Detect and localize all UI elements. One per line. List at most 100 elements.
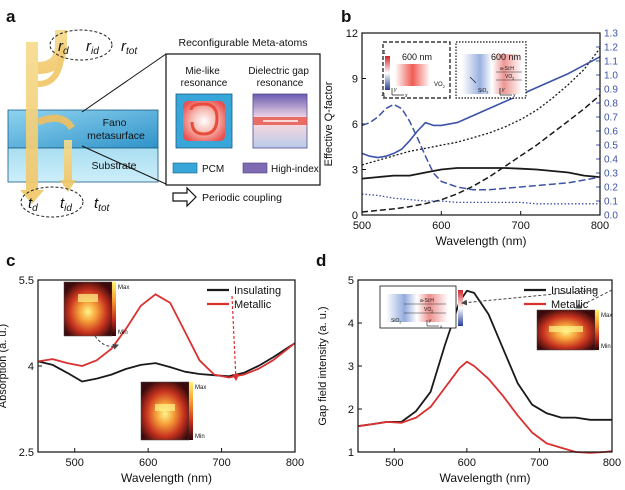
series-line-metallic bbox=[37, 293, 296, 379]
inset-b2-axis-y: y bbox=[501, 87, 505, 93]
series-line-metallic bbox=[357, 360, 613, 454]
inset-d-structure: a-Si:H VO2 SiO2 y x bbox=[379, 285, 463, 329]
y-tick-label: 9 bbox=[352, 74, 358, 86]
y2-tick-label: 0.0 bbox=[604, 211, 618, 222]
t-d-label: td bbox=[28, 195, 38, 214]
t-id-label: tid bbox=[60, 195, 72, 214]
series-line-right-5 bbox=[361, 193, 600, 205]
panel-letter-c: c bbox=[6, 251, 15, 270]
y-axis-label: Absorption (a. u.) bbox=[0, 324, 9, 408]
inset-b1-cbar-min: -1 bbox=[381, 93, 386, 99]
chart-b-axes: 500 600 700 800 0 3 6 9 12 0.0 0.1 0.2 0.3 0.4 0.5 0.6 0… bbox=[323, 28, 618, 248]
r-ellipse bbox=[49, 29, 113, 61]
inset-b2-vo2: VO2 bbox=[505, 74, 514, 81]
x-tick-label: 600 bbox=[432, 220, 450, 232]
series-line-right-4 bbox=[361, 103, 601, 191]
y-tick-label: 0 bbox=[352, 210, 358, 222]
y2-tick-label: 0.6 bbox=[604, 127, 618, 138]
r-d-label: rd bbox=[58, 38, 69, 57]
y-tick-label: 2 bbox=[348, 404, 354, 416]
plot-frame bbox=[361, 32, 601, 216]
y-axis-label: Effective Q-factor bbox=[323, 81, 335, 166]
y-tick-label: 6 bbox=[352, 119, 358, 131]
inset-b2-axis-x: x bbox=[512, 93, 516, 99]
plot-frame bbox=[37, 279, 296, 453]
y-tick-label: 3 bbox=[348, 361, 354, 373]
inset-b1-axis-y: y bbox=[393, 87, 397, 93]
y2-tick-label: 0.8 bbox=[604, 99, 618, 110]
y-axis-label: Gap field intensity (a. u.) bbox=[317, 306, 329, 425]
inset-b1-vo2: VO2 bbox=[434, 82, 446, 89]
legend-label-insulating: Insulating bbox=[234, 285, 281, 297]
inset-b1-cbar-max: 1 bbox=[383, 50, 386, 56]
fano-label: Fano metasurface bbox=[87, 117, 145, 142]
y2-tick-label: 1.2 bbox=[604, 43, 618, 54]
y2-tick-label: 0.5 bbox=[604, 141, 618, 152]
inset-b1-label: 600 nm bbox=[402, 52, 432, 62]
inset-d-arrow-left bbox=[461, 289, 597, 306]
series-line-left-0 bbox=[361, 167, 601, 180]
series-line-insulating bbox=[357, 289, 612, 428]
inset-c-arrow-1 bbox=[94, 335, 119, 350]
mie-loop-arrow bbox=[189, 102, 219, 136]
y2-tick-label: 1.3 bbox=[604, 29, 618, 40]
y-tick-label: 2.5 bbox=[19, 447, 34, 459]
mie-label: Mie-like resonance bbox=[181, 66, 228, 89]
y2-tick-label: 0.7 bbox=[604, 113, 618, 124]
inset-d-arrow-right bbox=[575, 289, 613, 309]
inset-d-field: Max Min bbox=[536, 309, 612, 351]
inset-b-mie: 1 -1 600 nm VO2 y x bbox=[381, 41, 451, 99]
series-line-insulating bbox=[37, 342, 296, 383]
inset-c-arrow-2 bbox=[231, 295, 240, 382]
zoom-line-bottom bbox=[81, 145, 167, 185]
gap-label: Dielectric gap resonance bbox=[248, 66, 311, 89]
inset-d-vo2: VO2 bbox=[424, 307, 433, 314]
x-tick-label: 800 bbox=[286, 457, 304, 469]
inset-c-field-1: Max Min bbox=[63, 281, 129, 337]
y-tick-label: 12 bbox=[346, 28, 358, 40]
inset-d-axis-y: y bbox=[428, 318, 432, 323]
x-tick-label: 800 bbox=[591, 220, 609, 232]
inset-c-field-2: Max Min bbox=[140, 381, 206, 441]
zoom-line-top bbox=[81, 53, 167, 113]
series-line-left-2 bbox=[361, 94, 601, 213]
y-tick-label: 4 bbox=[28, 361, 34, 373]
panel-letter-b: b bbox=[341, 7, 351, 26]
inset-b2-asi: a-Si:H bbox=[500, 66, 514, 72]
legend-label-insulating: Insulating bbox=[551, 285, 598, 297]
inset-d-sio2: SiO2 bbox=[391, 318, 401, 325]
y-tick-label: 3 bbox=[352, 165, 358, 177]
meta-atoms-title: Reconfigurable Meta-atoms bbox=[179, 37, 308, 49]
y2-tick-label: 0.3 bbox=[604, 169, 618, 180]
x-tick-label: 700 bbox=[511, 220, 529, 232]
x-tick-label: 500 bbox=[353, 220, 371, 232]
y2-tick-label: 0.2 bbox=[604, 183, 618, 194]
t-ellipse bbox=[20, 186, 84, 218]
x-tick-label: 500 bbox=[385, 457, 403, 469]
y2-tick-label: 1.1 bbox=[604, 57, 618, 68]
plot-frame bbox=[357, 279, 613, 453]
legend-high-swatch bbox=[242, 162, 268, 174]
inset-d-axis-x: x bbox=[439, 324, 443, 329]
inset-b1-colorbar bbox=[385, 56, 390, 90]
r-tot-label: rtot bbox=[121, 38, 138, 57]
inset-b2-label: 600 nm bbox=[491, 52, 521, 62]
inset-b2-field bbox=[462, 54, 522, 94]
x-tick-label: 600 bbox=[139, 457, 157, 469]
x-axis-label: Wavelength (nm) bbox=[121, 471, 212, 485]
inset-d-max: Max bbox=[601, 313, 612, 319]
inset-b1-axis-x: x bbox=[404, 93, 408, 99]
t-tot-label: ttot bbox=[94, 195, 111, 214]
panel-b: b 500 600 700 800 0 3 6 9 12 0.0 0.1 0.2 0.3 0.4 0.5 0.… bbox=[323, 7, 618, 248]
periodic-arrow-icon bbox=[172, 186, 197, 208]
y-tick-label: 5 bbox=[348, 275, 354, 287]
y-tick-label: 1 bbox=[348, 447, 354, 459]
legend-high-label: High-index bbox=[271, 164, 319, 175]
x-tick-label: 700 bbox=[212, 457, 230, 469]
inset-c2-min: Min bbox=[195, 434, 205, 440]
panel-a: a rd rid rtot Fano metasurface Substrate… bbox=[6, 7, 321, 218]
y2-tick-label: 0.1 bbox=[604, 197, 618, 208]
legend-pcm-label: PCM bbox=[202, 164, 224, 175]
series-line-left-1 bbox=[361, 47, 601, 166]
panel-letter-d: d bbox=[316, 251, 326, 270]
